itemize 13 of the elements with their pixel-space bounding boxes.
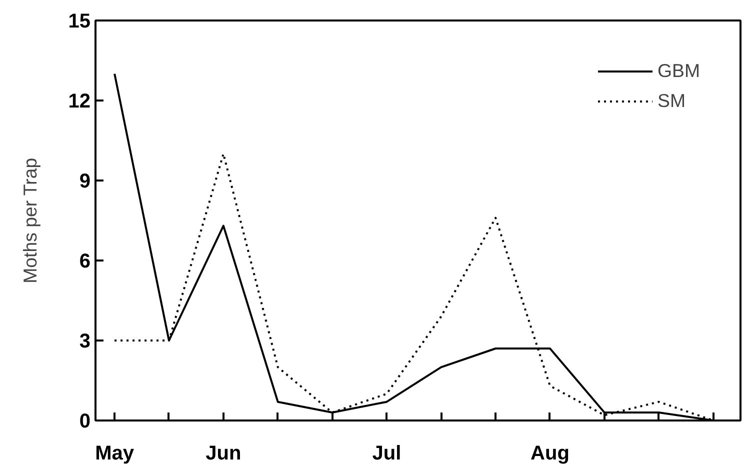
legend-label: SM	[658, 90, 686, 112]
y-tick-label: 3	[79, 330, 90, 352]
x-tick-label: Jul	[372, 442, 402, 464]
y-tick-label: 0	[79, 410, 90, 432]
x-tick-label: Jun	[206, 442, 242, 464]
y-tick-label: 12	[68, 90, 91, 112]
y-tick-label: 6	[79, 250, 90, 272]
y-tick-label: 15	[68, 10, 91, 32]
legend-label: GBM	[658, 60, 700, 82]
x-tick-label: May	[95, 442, 135, 464]
x-tick-label: Aug	[530, 442, 570, 464]
y-tick-label: 9	[79, 170, 90, 192]
y-axis-title: Moths per Trap	[19, 158, 40, 284]
